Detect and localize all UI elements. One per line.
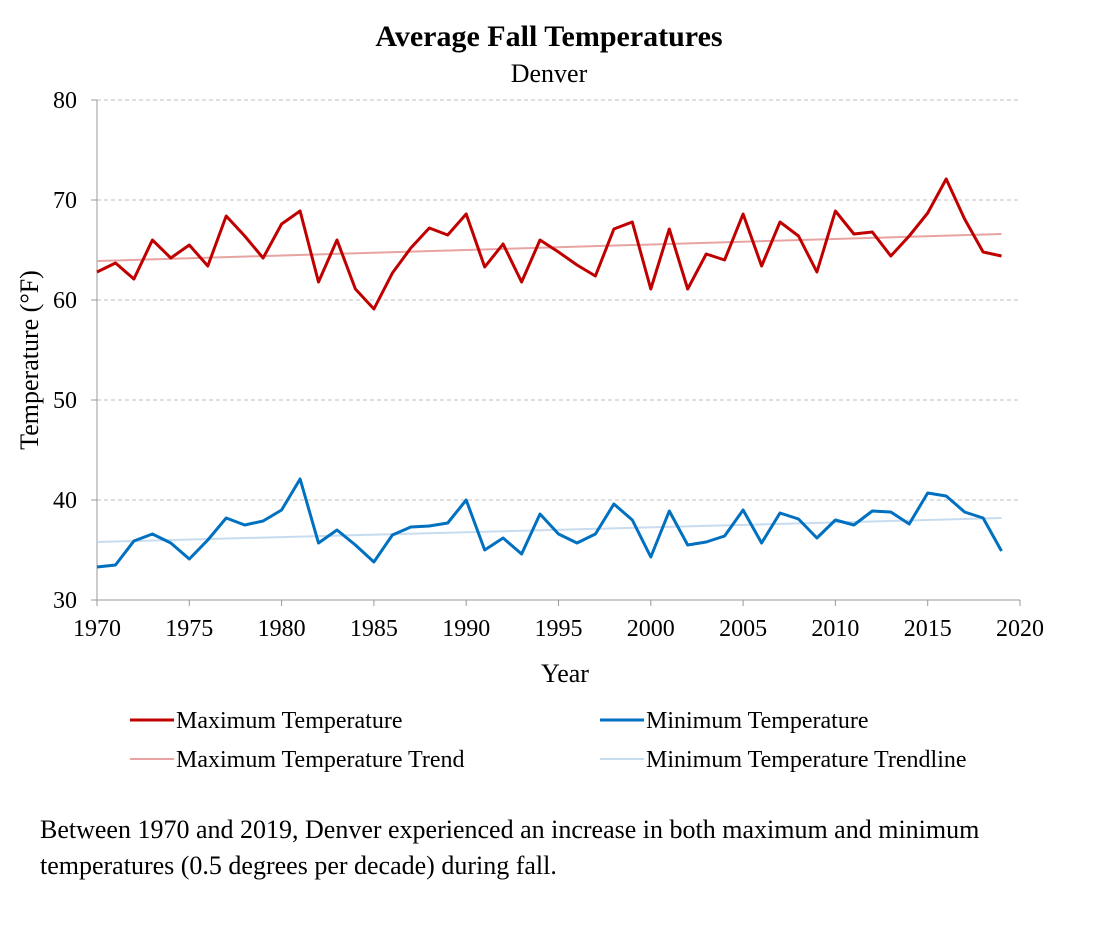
y-tick-label: 70 [53,188,77,214]
y-tick-label: 30 [53,588,77,614]
x-tick-label: 1990 [442,616,490,642]
x-tick-label: 1975 [165,616,213,642]
y-tick-label: 60 [53,288,77,314]
y-tick-label: 40 [53,488,77,514]
y-tick-label: 50 [53,388,77,414]
legend-label-minimum-temperature-trendline: Minimum Temperature Trendline [646,747,967,773]
x-tick-label: 2000 [627,616,675,642]
y-axis-ticks: 30 40 50 60 70 80 [53,88,97,614]
x-tick-label: 2005 [719,616,767,642]
legend: Maximum Temperature Minimum Temperature Ma… [130,708,967,773]
chart-subtitle: Denver [511,59,588,88]
x-axis-ticks: 1970 1975 1980 1985 1990 1995 2000 2005 2010 2015… [73,600,1044,642]
x-tick-label: 2020 [996,616,1044,642]
x-tick-label: 1995 [535,616,583,642]
chart-caption: Between 1970 and 2019, Denver experience… [40,815,980,880]
series-lines [96,177,1003,569]
x-tick-label: 1980 [258,616,306,642]
x-tick-label: 1970 [73,616,121,642]
legend-label-minimum-temperature: Minimum Temperature [646,708,869,734]
series-line-maximum-temperature [96,177,1002,311]
x-tick-label: 1985 [350,616,398,642]
legend-label-maximum-temperature: Maximum Temperature [176,708,402,734]
series-line-minimum-temperature [96,477,1003,569]
x-axis-label: Year [541,659,589,688]
legend-label-maximum-temperature-trend: Maximum Temperature Trend [176,747,465,773]
chart-title: Average Fall Temperatures [375,20,722,53]
line-chart: Average Fall Temperatures Denver 30 40 50 6… [15,20,1044,773]
gridlines [97,99,1020,501]
y-axis-label: Temperature (°F) [15,270,44,450]
x-tick-label: 2015 [904,616,952,642]
x-tick-label: 2010 [811,616,859,642]
series-line-minimum-temperature-trendline [96,517,1002,543]
y-tick-label: 80 [53,88,77,114]
